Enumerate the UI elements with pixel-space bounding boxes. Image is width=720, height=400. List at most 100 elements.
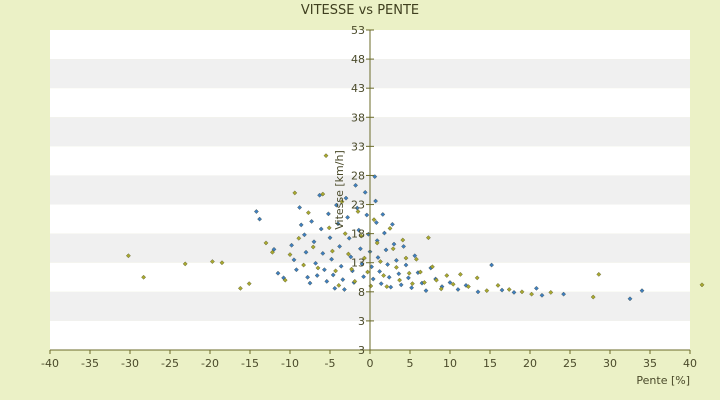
data-point xyxy=(409,285,414,291)
data-point xyxy=(394,258,399,263)
data-point xyxy=(403,255,409,261)
data-point xyxy=(539,292,545,298)
data-point xyxy=(412,253,418,259)
data-point xyxy=(320,251,326,256)
data-point xyxy=(320,191,326,197)
data-point xyxy=(219,260,225,266)
data-point xyxy=(326,211,331,217)
data-point xyxy=(400,237,406,243)
data-point xyxy=(301,262,306,268)
data-point xyxy=(699,282,705,288)
data-point xyxy=(627,296,633,302)
y-tick-label: 48 xyxy=(351,53,365,66)
data-point xyxy=(238,285,243,291)
data-point xyxy=(388,284,394,290)
x-tick-label: 30 xyxy=(603,357,617,370)
data-point xyxy=(355,209,361,214)
y-axis-label: Vitesse [km/h] xyxy=(333,150,346,230)
data-point xyxy=(333,268,338,274)
x-tick-label: 15 xyxy=(483,357,497,370)
y-tick-label: 33 xyxy=(351,140,365,153)
data-point xyxy=(391,241,397,247)
data-point xyxy=(406,275,411,281)
data-point xyxy=(352,279,358,284)
data-point xyxy=(339,199,345,204)
chart-title: VITESSE vs PENTE xyxy=(301,3,419,18)
y-tick-label: 18 xyxy=(351,228,365,241)
data-point xyxy=(362,255,367,261)
data-point xyxy=(361,274,366,280)
data-point xyxy=(385,262,390,267)
data-point xyxy=(362,189,368,195)
x-tick-label: -25 xyxy=(161,357,179,370)
data-point xyxy=(370,276,376,282)
data-point xyxy=(364,212,370,218)
data-point xyxy=(270,249,275,255)
data-point xyxy=(371,217,377,223)
x-axis-label: Pente [%] xyxy=(636,374,690,387)
data-point xyxy=(332,285,338,291)
data-point xyxy=(422,280,427,285)
data-point xyxy=(444,273,450,278)
data-point xyxy=(298,222,304,228)
data-point xyxy=(484,288,490,293)
data-point xyxy=(356,227,362,233)
data-point xyxy=(365,269,370,275)
x-tick-label: 20 xyxy=(523,357,537,370)
x-tick-label: -5 xyxy=(325,357,336,370)
data-point xyxy=(447,280,453,285)
data-point xyxy=(377,269,382,274)
data-point xyxy=(418,269,423,275)
y-tick-label: 3 xyxy=(358,344,365,357)
x-tick-label: -15 xyxy=(241,357,259,370)
data-point xyxy=(291,257,297,263)
data-point xyxy=(323,153,329,159)
x-tick-label: 35 xyxy=(643,357,657,370)
data-point xyxy=(343,195,349,201)
data-point xyxy=(378,259,383,264)
data-point xyxy=(346,251,351,257)
data-point xyxy=(373,198,378,204)
x-tick-label: 5 xyxy=(407,357,414,370)
data-point xyxy=(374,240,380,246)
data-point xyxy=(346,235,352,241)
data-point xyxy=(455,287,461,292)
data-point xyxy=(329,256,334,262)
data-point xyxy=(337,244,342,249)
data-point xyxy=(287,252,293,257)
y-tick-label: 43 xyxy=(351,82,365,95)
data-point xyxy=(639,288,645,293)
y-tick-label: 23 xyxy=(351,199,365,212)
data-point xyxy=(254,209,259,214)
x-tick-label: 40 xyxy=(683,357,697,370)
data-point xyxy=(314,273,320,278)
data-point xyxy=(384,284,390,289)
data-point xyxy=(380,212,386,217)
data-point xyxy=(318,226,324,232)
data-point xyxy=(466,284,471,289)
data-point xyxy=(390,221,395,227)
data-point xyxy=(309,219,314,224)
data-point xyxy=(414,256,419,262)
data-point xyxy=(374,220,379,225)
data-point xyxy=(310,244,316,250)
data-point xyxy=(430,264,435,270)
x-tick-label: 0 xyxy=(367,357,374,370)
data-point xyxy=(401,244,406,249)
x-tick-labels: -40 -35 -30 -25 -20 -15 -10 -5 0 5 10 15 20 25 30 35 40 xyxy=(41,357,697,370)
data-point xyxy=(294,267,299,273)
data-point xyxy=(313,260,318,266)
data-point xyxy=(383,247,389,253)
data-point xyxy=(475,289,481,295)
data-point xyxy=(305,274,310,280)
axes xyxy=(49,29,691,354)
data-point xyxy=(410,281,415,287)
data-point xyxy=(263,240,269,246)
data-point xyxy=(406,270,412,276)
x-tick-label: -20 xyxy=(201,357,219,370)
data-point xyxy=(338,263,344,269)
data-point xyxy=(519,289,525,295)
data-point xyxy=(375,255,381,260)
